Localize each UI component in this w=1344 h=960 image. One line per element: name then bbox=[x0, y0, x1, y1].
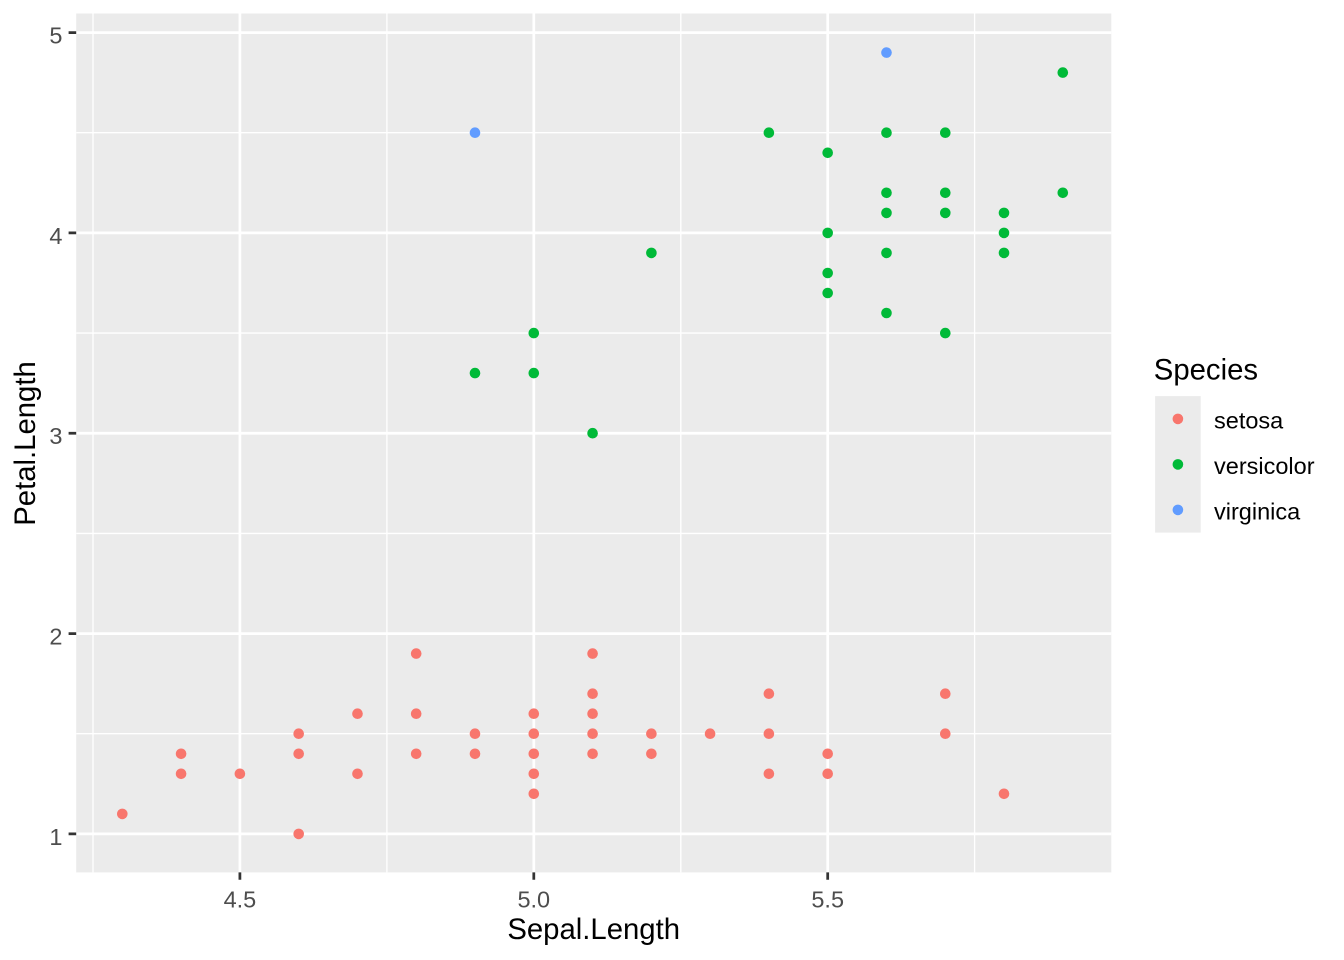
svg-text:5: 5 bbox=[49, 23, 62, 49]
svg-text:Sepal.Length: Sepal.Length bbox=[507, 913, 680, 946]
svg-text:virginica: virginica bbox=[1214, 499, 1301, 525]
svg-text:5.5: 5.5 bbox=[811, 886, 844, 912]
svg-text:setosa: setosa bbox=[1214, 408, 1284, 434]
svg-text:5.0: 5.0 bbox=[517, 886, 550, 912]
svg-text:4: 4 bbox=[49, 223, 62, 249]
svg-text:Petal.Length: Petal.Length bbox=[9, 361, 42, 526]
svg-text:2: 2 bbox=[49, 624, 62, 650]
svg-text:3: 3 bbox=[49, 423, 62, 449]
svg-text:1: 1 bbox=[49, 824, 62, 850]
svg-text:4.5: 4.5 bbox=[224, 886, 257, 912]
svg-text:Species: Species bbox=[1154, 354, 1258, 387]
svg-text:versicolor: versicolor bbox=[1214, 453, 1315, 479]
